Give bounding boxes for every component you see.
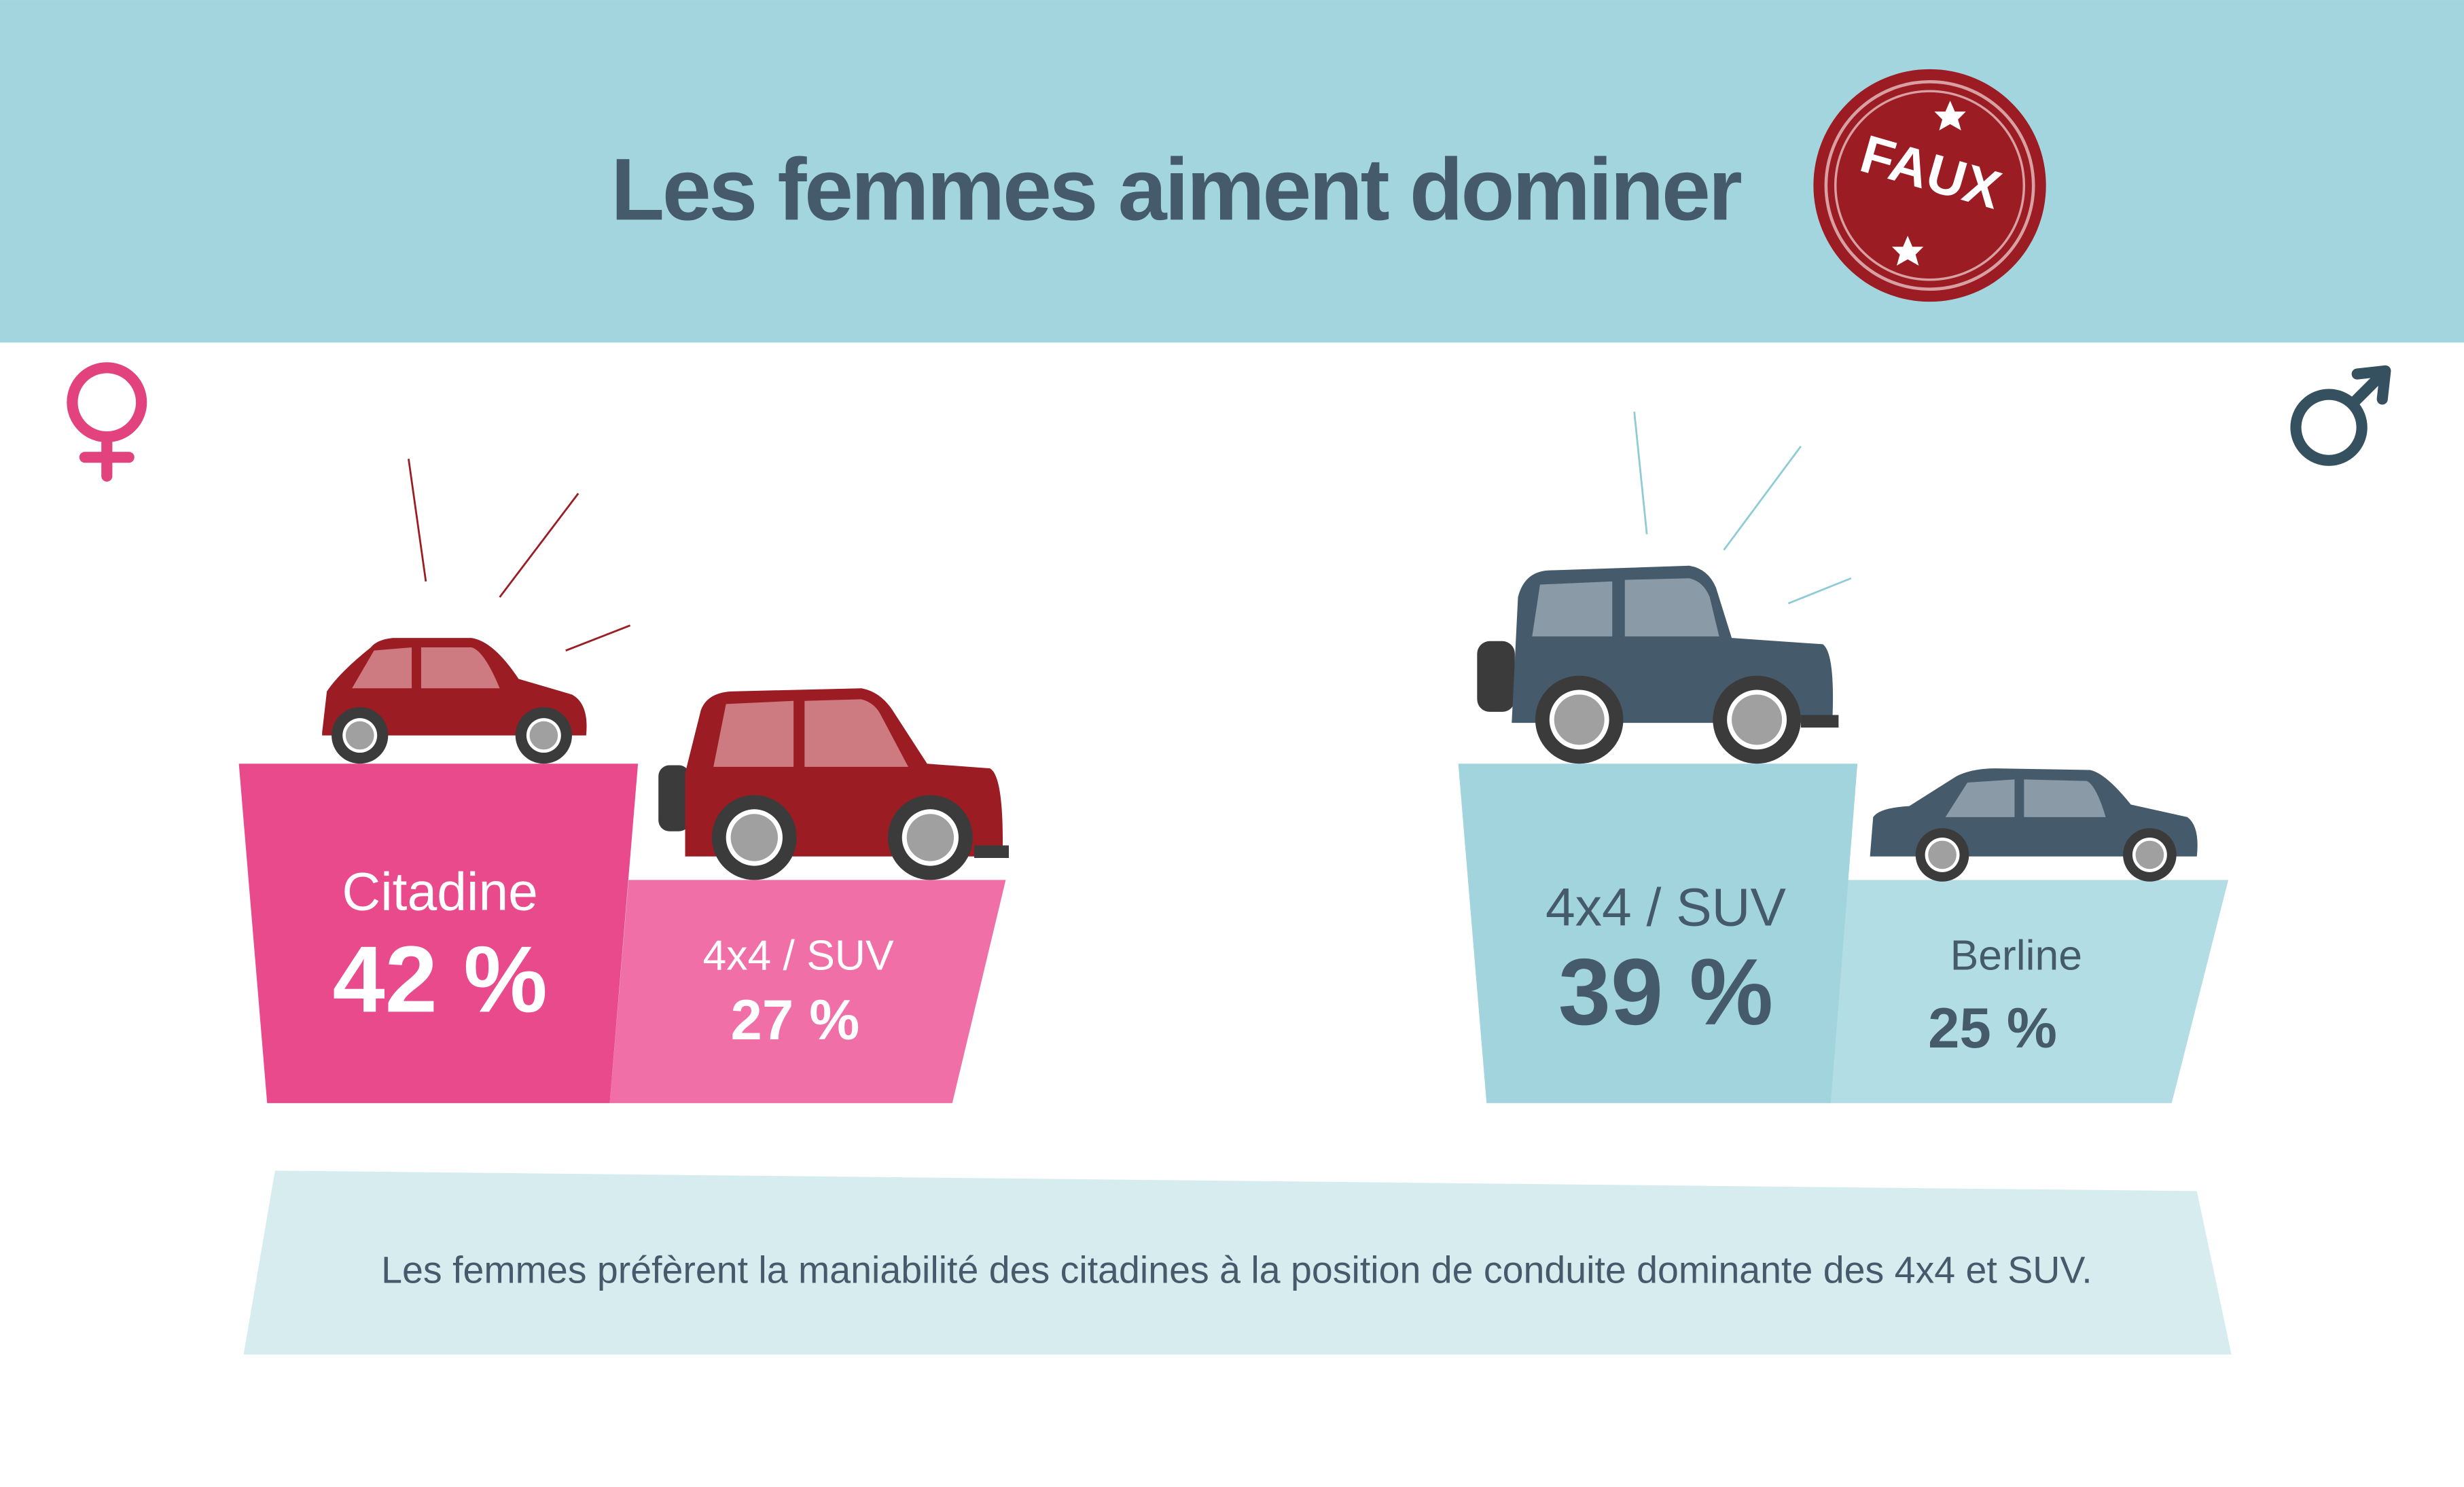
stamp-part (1834, 90, 2026, 281)
men-first-label: 4x4 / SUV (1546, 877, 1787, 937)
motion-lines-women-part (565, 624, 631, 651)
motion-lines-men-part (1787, 577, 1852, 605)
car-suv-men-part (1477, 641, 1515, 712)
podium-women-second (609, 880, 1006, 1103)
header-band (0, 0, 2464, 343)
car-suv-men-part (1532, 578, 1719, 637)
motion-lines-women-part (499, 492, 579, 598)
motion-lines-men-part (1723, 446, 1802, 551)
motion-lines-men (1633, 411, 1852, 605)
podium-women-first (238, 764, 639, 1103)
stamp-part (1813, 69, 2046, 302)
male-symbol-part (2290, 389, 2368, 466)
car-suv-men-part (1554, 694, 1605, 745)
car-suv-women-part (974, 845, 1010, 859)
car-suv-women-part (658, 765, 690, 831)
women-second-label: 4x4 / SUV (703, 932, 894, 980)
motion-lines-men-part (1633, 411, 1648, 535)
men-second-value: 25 % (1928, 997, 2057, 1060)
car-suv-men (1477, 565, 1839, 764)
car-citadine-part (529, 721, 558, 750)
podium-men-first (1458, 764, 1858, 1103)
car-suv-women-part (906, 814, 954, 861)
stamp-part (1934, 101, 1966, 131)
car-berline-part (1945, 779, 2106, 817)
car-berline-part (2135, 840, 2164, 870)
female-symbol (67, 362, 147, 482)
stamp-part (1824, 80, 2035, 291)
motion-lines-women (408, 459, 631, 651)
car-berline-part (1928, 840, 1957, 870)
women-second-value: 27 % (731, 988, 860, 1052)
female-symbol-part (67, 362, 147, 443)
car-suv-men-part (1732, 694, 1783, 745)
men-first-value: 39 % (1558, 939, 1773, 1045)
car-suv-women (658, 688, 1010, 880)
car-berline (1870, 768, 2198, 882)
women-first-value: 42 % (333, 927, 548, 1032)
footnote-band (243, 1170, 2232, 1355)
male-symbol (2290, 365, 2391, 466)
car-suv-women-part (713, 699, 908, 767)
stamp: FAUX (1813, 69, 2046, 302)
footnote: Les femmes préfèrent la maniabilité des … (381, 1249, 2092, 1291)
male-symbol-part (2346, 368, 2388, 410)
women-first-label: Citadine (342, 861, 537, 921)
male-symbol-part (2351, 365, 2391, 405)
car-suv-women-part (730, 814, 779, 861)
stamp-part (1892, 236, 1924, 266)
car-citadine-part (345, 721, 374, 750)
podium-men-second (1827, 880, 2229, 1103)
car-citadine (322, 638, 587, 764)
men-second-label: Berline (1950, 932, 2082, 980)
car-suv-men-part (1800, 715, 1839, 728)
car-citadine-part (352, 647, 500, 689)
motion-lines-women-part (408, 459, 427, 582)
title: Les femmes aiment dominer (611, 141, 1741, 238)
